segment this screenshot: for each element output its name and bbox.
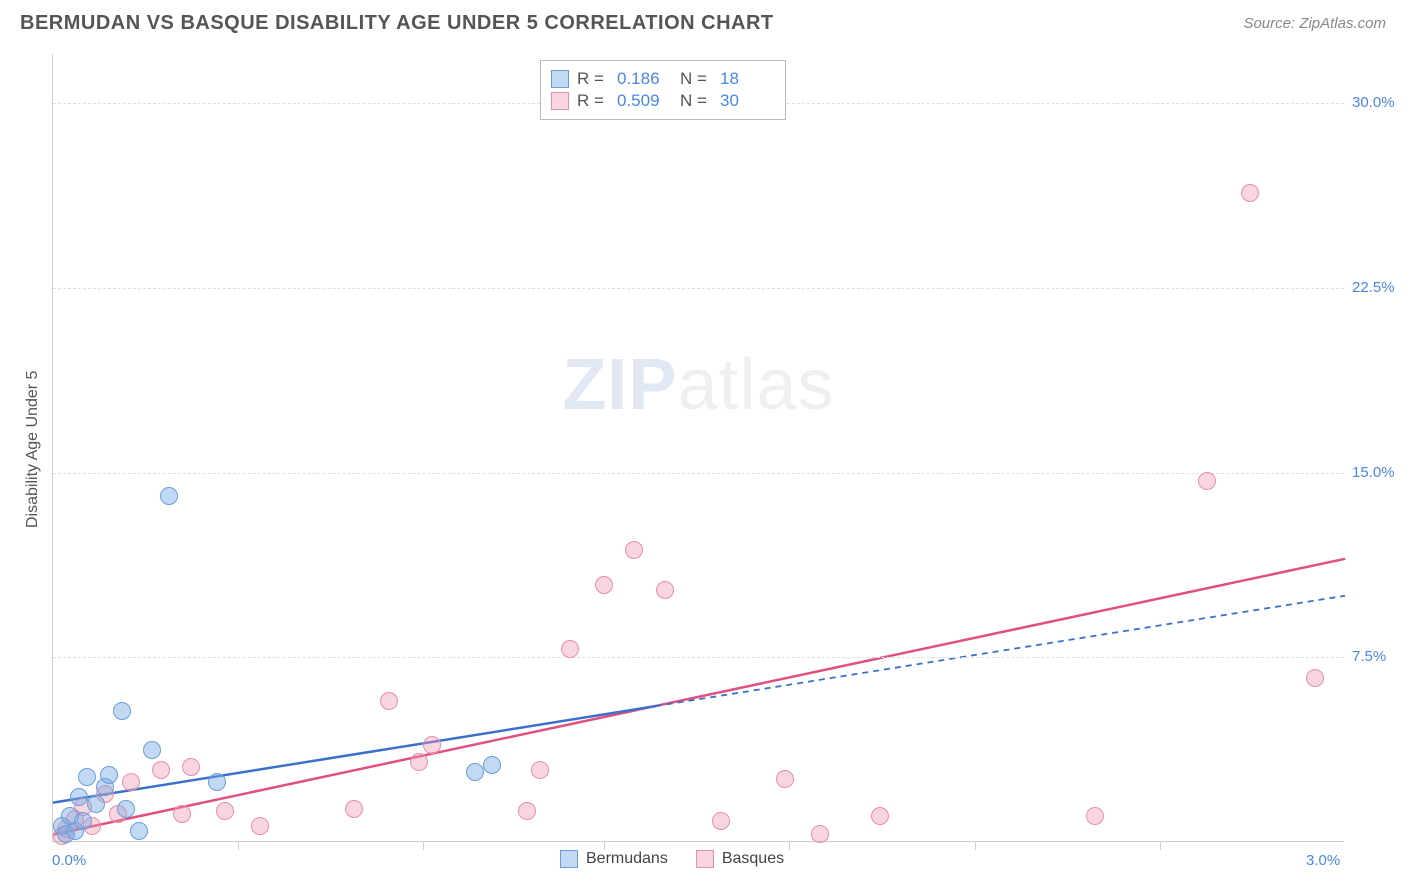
- trend-lines: [53, 54, 1344, 841]
- n-value: 18: [720, 69, 775, 89]
- data-point: [466, 763, 484, 781]
- data-point: [518, 802, 536, 820]
- data-point: [70, 788, 88, 806]
- data-point: [345, 800, 363, 818]
- data-point: [208, 773, 226, 791]
- data-point: [531, 761, 549, 779]
- data-point: [130, 822, 148, 840]
- legend-label: Bermudans: [586, 850, 668, 868]
- x-tick-label: 3.0%: [1306, 852, 1340, 869]
- plot-area: ZIPatlas: [52, 54, 1344, 842]
- legend-swatch: [551, 70, 569, 88]
- data-point: [1198, 472, 1216, 490]
- data-point: [117, 800, 135, 818]
- legend-swatch: [560, 850, 578, 868]
- series-legend: Bermudans Basques: [560, 850, 784, 868]
- data-point: [74, 812, 92, 830]
- data-point: [122, 773, 140, 791]
- y-tick-label: 15.0%: [1352, 464, 1395, 481]
- x-tick: [423, 842, 424, 850]
- source-label: Source: ZipAtlas.com: [1243, 15, 1386, 32]
- data-point: [625, 541, 643, 559]
- legend-swatch: [696, 850, 714, 868]
- r-value: 0.186: [617, 69, 672, 89]
- data-point: [160, 487, 178, 505]
- r-label: R =: [577, 91, 609, 111]
- x-tick: [1160, 842, 1161, 850]
- y-tick-label: 30.0%: [1352, 94, 1395, 111]
- data-point: [712, 812, 730, 830]
- data-point: [78, 768, 96, 786]
- correlation-legend: R = 0.186 N = 18 R = 0.509 N = 30: [540, 60, 786, 120]
- data-point: [182, 758, 200, 776]
- data-point: [423, 736, 441, 754]
- gridline: [53, 288, 1344, 289]
- data-point: [1086, 807, 1104, 825]
- legend-label: Basques: [722, 850, 784, 868]
- data-point: [143, 741, 161, 759]
- data-point: [871, 807, 889, 825]
- data-point: [87, 795, 105, 813]
- data-point: [113, 702, 131, 720]
- data-point: [152, 761, 170, 779]
- data-point: [410, 753, 428, 771]
- data-point: [595, 576, 613, 594]
- x-tick-label: 0.0%: [52, 852, 86, 869]
- x-tick: [975, 842, 976, 850]
- data-point: [776, 770, 794, 788]
- r-value: 0.509: [617, 91, 672, 111]
- data-point: [173, 805, 191, 823]
- r-label: R =: [577, 69, 609, 89]
- data-point: [251, 817, 269, 835]
- legend-row: R = 0.509 N = 30: [551, 91, 775, 111]
- gridline: [53, 657, 1344, 658]
- legend-row: R = 0.186 N = 18: [551, 69, 775, 89]
- data-point: [1306, 669, 1324, 687]
- data-point: [216, 802, 234, 820]
- data-point: [561, 640, 579, 658]
- legend-swatch: [551, 92, 569, 110]
- data-point: [656, 581, 674, 599]
- legend-item: Basques: [696, 850, 784, 868]
- y-axis-label: Disability Age Under 5: [24, 371, 42, 528]
- n-label: N =: [680, 91, 712, 111]
- y-tick-label: 7.5%: [1352, 648, 1386, 665]
- n-value: 30: [720, 91, 775, 111]
- x-tick: [789, 842, 790, 850]
- x-tick: [604, 842, 605, 850]
- data-point: [811, 825, 829, 843]
- legend-item: Bermudans: [560, 850, 668, 868]
- data-point: [1241, 184, 1259, 202]
- x-tick: [238, 842, 239, 850]
- chart-title: BERMUDAN VS BASQUE DISABILITY AGE UNDER …: [20, 12, 774, 35]
- data-point: [483, 756, 501, 774]
- gridline: [53, 473, 1344, 474]
- data-point: [380, 692, 398, 710]
- y-tick-label: 22.5%: [1352, 279, 1395, 296]
- data-point: [100, 766, 118, 784]
- n-label: N =: [680, 69, 712, 89]
